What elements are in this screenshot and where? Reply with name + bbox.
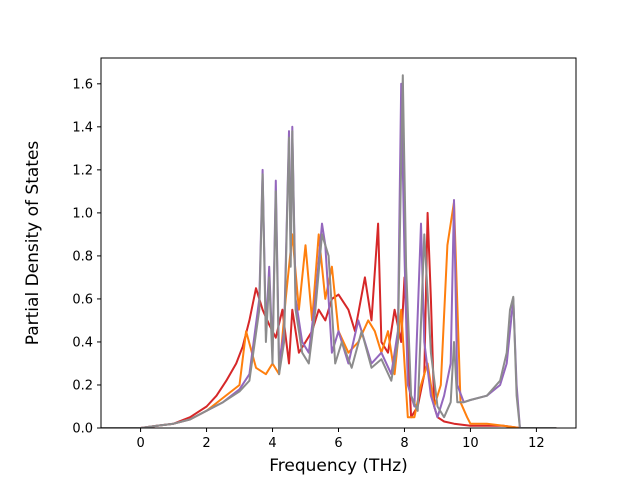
y-axis-label: Partial Density of States — [23, 141, 43, 346]
pdos-series-line-2 — [101, 201, 557, 428]
y-tick-label: 0.0 — [72, 422, 93, 437]
y-tick-label: 1.4 — [72, 120, 93, 135]
y-tick-label: 0.8 — [72, 249, 93, 264]
x-tick-label: 4 — [268, 436, 276, 451]
x-axis-label: Frequency (THz) — [269, 456, 408, 476]
x-tick-label: 8 — [400, 436, 408, 451]
y-tick-label: 0.6 — [72, 292, 93, 307]
plot-series-group — [101, 74, 557, 428]
x-tick-label: 6 — [334, 436, 342, 451]
y-tick-label: 1.0 — [72, 206, 93, 221]
y-tick-label: 0.4 — [72, 335, 93, 350]
pdos-series-line-4 — [101, 74, 557, 428]
x-tick-label: 0 — [136, 436, 144, 451]
y-tick-label: 1.6 — [72, 77, 93, 92]
x-tick-label: 12 — [528, 436, 545, 451]
x-tick-label: 10 — [462, 436, 479, 451]
x-axis-ticks: 0 2 4 6 8 10 12 — [136, 428, 545, 451]
x-tick-label: 2 — [202, 436, 210, 451]
y-axis-ticks: 0.0 0.2 0.4 0.6 0.8 1.0 1.2 1.4 1.6 — [72, 77, 101, 437]
y-tick-label: 1.2 — [72, 163, 93, 178]
y-tick-label: 0.2 — [72, 378, 93, 393]
